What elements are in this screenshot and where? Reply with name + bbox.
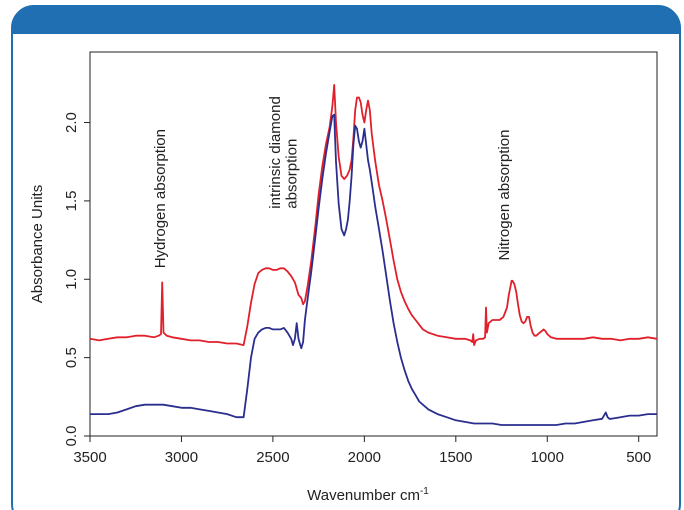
x-tick-label: 3500 [73,449,106,466]
series-line [89,84,658,347]
x-axis-title-text: Wavenumber cm [307,487,420,504]
annotation-label: intrinsic diamond [267,96,284,209]
x-axis-title: Wavenumber cm-1 [307,486,429,504]
x-tick-label: 1500 [439,449,472,466]
y-tick-label: 2.0 [63,112,80,133]
annotation-label: Nitrogen absorption [496,130,513,261]
plot-area [89,51,658,437]
y-axis-title: Absorbance Units [29,185,46,303]
annotation-label: absorption [284,139,301,209]
annotation-label: Hydrogen absorption [152,129,169,268]
figure-border [11,5,681,510]
x-axis-title-superscript: -1 [420,486,429,497]
x-tick-label: 500 [626,449,651,466]
y-tick-label: 0.5 [63,347,80,368]
series-layer [89,84,658,426]
ticks-layer: 3500 3000 2500 2000 1500 1000 500 0.0 0.5 1.0 1.5 2… [63,112,651,466]
y-tick-label: 0.0 [63,426,80,447]
series-line [90,113,657,426]
x-tick-label: 1000 [531,449,564,466]
x-tick-label: 2500 [256,449,289,466]
y-tick-label: 1.0 [63,269,80,290]
header-band [12,6,680,34]
annotations-layer: Hydrogen absorption intrinsic diamond abso… [152,96,513,268]
y-tick-label: 1.5 [63,190,80,211]
x-tick-label: 3000 [165,449,198,466]
x-tick-label: 2000 [348,449,381,466]
